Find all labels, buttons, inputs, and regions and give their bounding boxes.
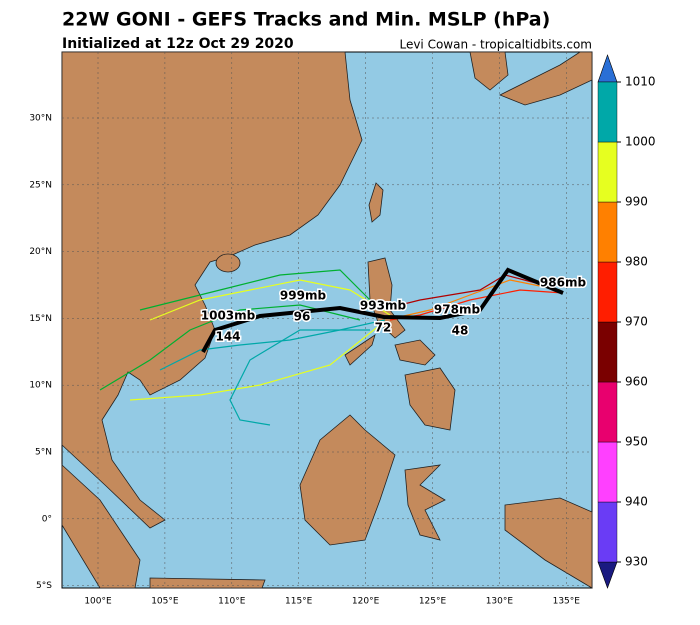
track-label: 999mb: [280, 289, 327, 303]
lon-label: 115°E: [285, 597, 313, 607]
colorbar-bottom: [597, 561, 618, 589]
lat-label: 15°N: [29, 314, 52, 324]
lon-label: 135°E: [553, 597, 581, 607]
colorbar-band: [597, 141, 618, 203]
track-label: 986mb: [540, 276, 587, 290]
lat-label: 25°N: [29, 180, 52, 190]
track-label: 72: [375, 321, 392, 335]
colorbar-label: 980: [625, 255, 648, 269]
colorbar-label: 990: [625, 195, 648, 209]
subtitle: Initialized at 12z Oct 29 2020: [62, 36, 294, 52]
map: 986mb 978mb 48 993mb 72 999mb 96 1003mb 144: [61, 51, 593, 589]
track-label: 144: [215, 330, 240, 344]
colorbar-band: [597, 441, 618, 503]
track-label: 993mb: [360, 299, 407, 313]
track-label: 1003mb: [201, 309, 256, 323]
land: [61, 51, 593, 589]
colorbar-band: [597, 501, 618, 563]
colorbar-band: [597, 381, 618, 443]
colorbar-band: [597, 321, 618, 383]
credit: Levi Cowan - tropicaltidbits.com: [399, 38, 592, 52]
colorbar: 930 940 950 960 970 980 990 1000 1010: [597, 54, 656, 589]
track-label: 96: [294, 310, 311, 324]
lat-label: 5°S: [36, 581, 52, 591]
colorbar-top: [597, 54, 618, 83]
colorbar-label: 1010: [625, 75, 656, 89]
lon-label: 105°E: [151, 597, 179, 607]
colorbar-label: 1000: [625, 135, 656, 149]
graticule: [62, 52, 592, 588]
lon-label: 100°E: [84, 597, 112, 607]
lat-label: 10°N: [29, 381, 52, 391]
ensemble-tracks: [99, 269, 564, 426]
lon-label: 130°E: [486, 597, 514, 607]
title: 22W GONI - GEFS Tracks and Min. MSLP (hP…: [62, 9, 550, 31]
colorbar-label: 930: [625, 555, 648, 569]
lat-label: 0°: [42, 514, 52, 524]
colorbar-label: 950: [625, 435, 648, 449]
lon-label: 110°E: [218, 597, 246, 607]
colorbar-label: 960: [625, 375, 648, 389]
track-label: 48: [452, 324, 469, 338]
lon-label: 120°E: [352, 597, 380, 607]
lat-label: 30°N: [29, 114, 52, 124]
track-label: 978mb: [434, 303, 481, 317]
lat-label: 5°N: [35, 448, 52, 458]
lon-label: 125°E: [419, 597, 447, 607]
lat-label: 20°N: [29, 247, 52, 257]
colorbar-band: [597, 261, 618, 323]
mean-track: [201, 267, 564, 353]
colorbar-label: 940: [625, 495, 648, 509]
colorbar-band: [597, 201, 618, 263]
mean-track-labels: 986mb 978mb 48 993mb 72 999mb 96 1003mb 144: [199, 274, 588, 345]
colorbar-band: [597, 81, 618, 143]
colorbar-label: 970: [625, 315, 648, 329]
